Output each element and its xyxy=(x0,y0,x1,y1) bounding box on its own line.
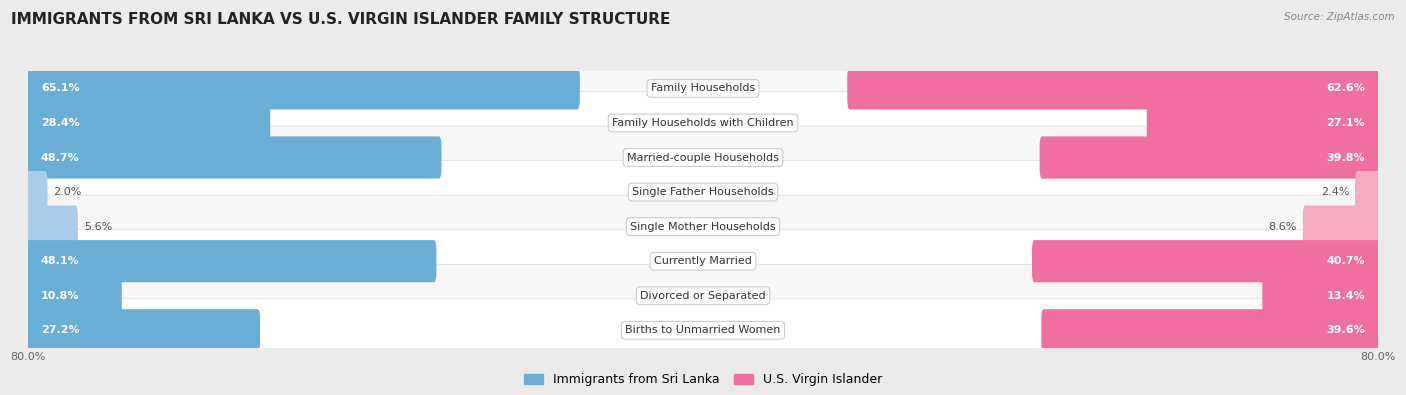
FancyBboxPatch shape xyxy=(25,240,436,282)
Text: 2.4%: 2.4% xyxy=(1320,187,1350,197)
FancyBboxPatch shape xyxy=(25,67,579,109)
Text: 48.1%: 48.1% xyxy=(41,256,80,266)
Text: Births to Unmarried Women: Births to Unmarried Women xyxy=(626,325,780,335)
Legend: Immigrants from Sri Lanka, U.S. Virgin Islander: Immigrants from Sri Lanka, U.S. Virgin I… xyxy=(519,368,887,391)
FancyBboxPatch shape xyxy=(25,171,48,213)
FancyBboxPatch shape xyxy=(25,309,260,352)
Text: 27.2%: 27.2% xyxy=(41,325,79,335)
FancyBboxPatch shape xyxy=(25,275,122,317)
FancyBboxPatch shape xyxy=(25,205,77,248)
Text: Source: ZipAtlas.com: Source: ZipAtlas.com xyxy=(1284,12,1395,22)
Text: Family Households: Family Households xyxy=(651,83,755,93)
Text: 5.6%: 5.6% xyxy=(84,222,112,231)
Text: 39.6%: 39.6% xyxy=(1326,325,1365,335)
Text: 13.4%: 13.4% xyxy=(1327,291,1365,301)
Text: 39.8%: 39.8% xyxy=(1327,152,1365,162)
Text: Family Households with Children: Family Households with Children xyxy=(612,118,794,128)
Text: 62.6%: 62.6% xyxy=(1326,83,1365,93)
Text: 10.8%: 10.8% xyxy=(41,291,79,301)
Text: Single Father Households: Single Father Households xyxy=(633,187,773,197)
FancyBboxPatch shape xyxy=(32,126,1374,189)
FancyBboxPatch shape xyxy=(1042,309,1381,352)
Text: Married-couple Households: Married-couple Households xyxy=(627,152,779,162)
FancyBboxPatch shape xyxy=(32,195,1374,258)
Text: 48.7%: 48.7% xyxy=(41,152,80,162)
FancyBboxPatch shape xyxy=(1263,275,1381,317)
FancyBboxPatch shape xyxy=(1032,240,1381,282)
FancyBboxPatch shape xyxy=(1303,205,1381,248)
Text: 28.4%: 28.4% xyxy=(41,118,80,128)
FancyBboxPatch shape xyxy=(25,102,270,144)
Text: 65.1%: 65.1% xyxy=(41,83,79,93)
FancyBboxPatch shape xyxy=(1039,136,1381,179)
Text: 40.7%: 40.7% xyxy=(1327,256,1365,266)
FancyBboxPatch shape xyxy=(1147,102,1381,144)
FancyBboxPatch shape xyxy=(25,136,441,179)
FancyBboxPatch shape xyxy=(32,92,1374,154)
Text: 27.1%: 27.1% xyxy=(1327,118,1365,128)
Text: Divorced or Separated: Divorced or Separated xyxy=(640,291,766,301)
Text: 2.0%: 2.0% xyxy=(53,187,82,197)
FancyBboxPatch shape xyxy=(32,57,1374,120)
Text: Currently Married: Currently Married xyxy=(654,256,752,266)
FancyBboxPatch shape xyxy=(32,230,1374,293)
Text: Single Mother Households: Single Mother Households xyxy=(630,222,776,231)
FancyBboxPatch shape xyxy=(32,299,1374,362)
FancyBboxPatch shape xyxy=(848,67,1381,109)
Text: 8.6%: 8.6% xyxy=(1268,222,1296,231)
Text: IMMIGRANTS FROM SRI LANKA VS U.S. VIRGIN ISLANDER FAMILY STRUCTURE: IMMIGRANTS FROM SRI LANKA VS U.S. VIRGIN… xyxy=(11,12,671,27)
FancyBboxPatch shape xyxy=(1355,171,1381,213)
FancyBboxPatch shape xyxy=(32,161,1374,224)
FancyBboxPatch shape xyxy=(32,264,1374,327)
